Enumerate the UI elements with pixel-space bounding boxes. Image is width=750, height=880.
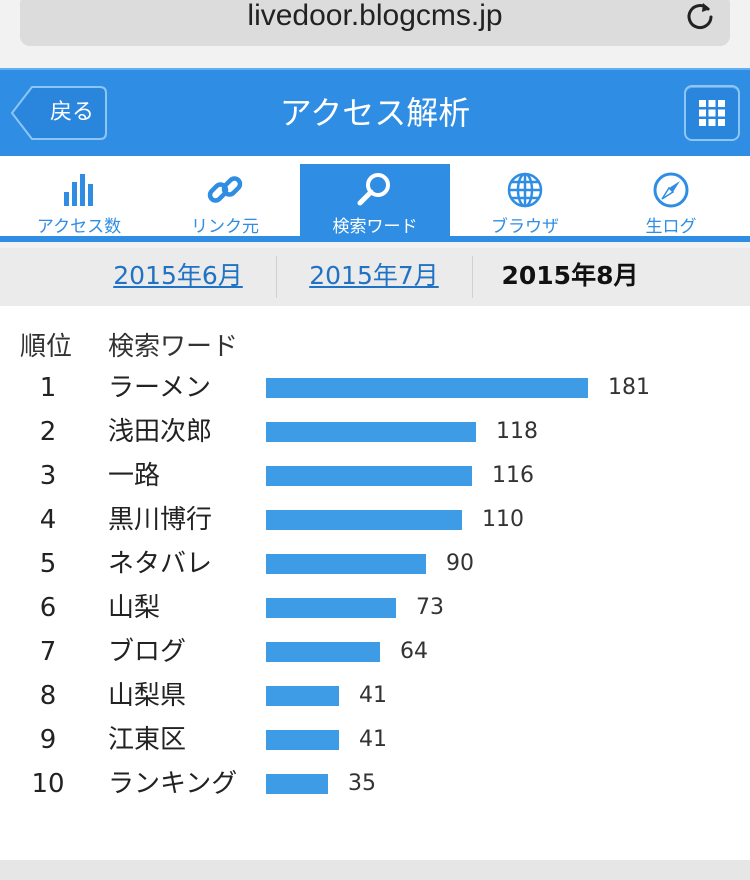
count-value: 41 — [359, 727, 387, 752]
table-row: 9 江東区 41 — [0, 718, 750, 762]
count-value: 64 — [400, 639, 428, 664]
back-button-shape — [10, 86, 107, 140]
bar-chart-icon — [64, 174, 93, 206]
rank-number: 4 — [39, 505, 57, 535]
table-row: 10 ランキング 35 — [0, 762, 750, 806]
month-current-august: 2015年8月 — [501, 261, 639, 290]
month-link-july[interactable]: 2015年7月 — [309, 261, 439, 290]
search-word: ネタバレ — [108, 549, 213, 579]
search-word: 山梨 — [108, 593, 161, 623]
count-value: 90 — [446, 551, 474, 576]
search-word: 黒川博行 — [108, 505, 213, 535]
rank-number: 7 — [39, 637, 57, 667]
search-word-ranking: 順位 検索ワード 1 ラーメン 181 2 浅田次郎 118 3 一路 116 4 黒川博行 110 5… — [0, 306, 750, 860]
search-word: 一路 — [108, 461, 161, 491]
divider — [472, 256, 473, 298]
count-bar — [266, 730, 339, 750]
divider — [276, 256, 277, 298]
count-bar — [266, 466, 472, 486]
count-bar — [266, 554, 426, 574]
rank-number: 10 — [31, 769, 65, 799]
search-word: 浅田次郎 — [108, 417, 213, 447]
count-value: 73 — [416, 595, 444, 620]
column-header-rank: 順位 — [20, 332, 73, 362]
grid-icon — [699, 100, 725, 126]
url-bar[interactable]: livedoor.blogcms.jp — [20, 0, 730, 46]
search-word: 山梨県 — [108, 681, 187, 711]
search-word: ランキング — [108, 769, 238, 799]
month-link-june[interactable]: 2015年6月 — [113, 261, 243, 290]
rank-number: 9 — [39, 725, 57, 755]
rank-number: 6 — [39, 593, 57, 623]
browser-url-area: livedoor.blogcms.jp — [0, 0, 750, 68]
rank-number: 8 — [39, 681, 57, 711]
globe-icon — [507, 172, 543, 208]
search-word: 江東区 — [108, 725, 187, 755]
count-value: 35 — [348, 771, 376, 796]
url-text[interactable]: livedoor.blogcms.jp — [247, 0, 503, 32]
tab-label: 検索ワード — [332, 217, 418, 237]
rank-number: 1 — [39, 373, 57, 403]
menu-grid-button[interactable] — [684, 85, 740, 141]
count-bar — [266, 774, 328, 794]
app-header: 戻る アクセス解析 — [0, 68, 750, 156]
analytics-tabs: アクセス数 リンク元 検索ワード ブラウザ — [0, 156, 750, 242]
back-button-label: 戻る — [49, 100, 94, 125]
count-bar — [266, 422, 476, 442]
rank-number: 3 — [39, 461, 57, 491]
tab-access-count[interactable]: アクセス数 — [4, 164, 154, 237]
page-title: アクセス解析 — [279, 94, 471, 132]
table-row: 4 黒川博行 110 — [0, 498, 750, 542]
search-word: ラーメン — [108, 373, 211, 403]
rank-number: 5 — [39, 549, 57, 579]
table-row: 1 ラーメン 181 — [0, 366, 750, 410]
count-value: 116 — [492, 463, 534, 488]
tab-referrer[interactable]: リンク元 — [150, 164, 300, 237]
table-row: 7 ブログ 64 — [0, 630, 750, 674]
table-row: 5 ネタバレ 90 — [0, 542, 750, 586]
tab-label: ブラウザ — [491, 217, 559, 237]
back-button[interactable]: 戻る — [10, 85, 108, 141]
count-value: 41 — [359, 683, 387, 708]
search-icon — [357, 173, 390, 206]
column-header-word: 検索ワード — [108, 332, 239, 362]
count-bar — [266, 598, 396, 618]
tab-label: リンク元 — [191, 217, 259, 237]
bottom-strip — [0, 860, 750, 880]
count-value: 118 — [496, 419, 538, 444]
rank-number: 2 — [39, 417, 57, 447]
table-row: 3 一路 116 — [0, 454, 750, 498]
tab-label: 生ログ — [645, 217, 697, 237]
tab-label: アクセス数 — [36, 217, 122, 237]
count-value: 110 — [482, 507, 524, 532]
compass-icon — [653, 172, 689, 208]
tab-raw-log[interactable]: 生ログ — [596, 164, 746, 237]
count-bar — [266, 510, 462, 530]
tab-browser[interactable]: ブラウザ — [450, 164, 600, 237]
reload-icon[interactable] — [684, 0, 716, 32]
table-row: 8 山梨県 41 — [0, 674, 750, 718]
count-bar — [266, 642, 380, 662]
count-value: 181 — [608, 375, 650, 400]
table-row: 6 山梨 73 — [0, 586, 750, 630]
tab-search-words[interactable]: 検索ワード — [300, 164, 450, 237]
count-bar — [266, 378, 588, 398]
table-row: 2 浅田次郎 118 — [0, 410, 750, 454]
count-bar — [266, 686, 339, 706]
link-icon — [207, 176, 243, 203]
month-selector: 2015年6月 2015年7月 2015年8月 — [0, 248, 750, 306]
search-word: ブログ — [108, 637, 187, 667]
